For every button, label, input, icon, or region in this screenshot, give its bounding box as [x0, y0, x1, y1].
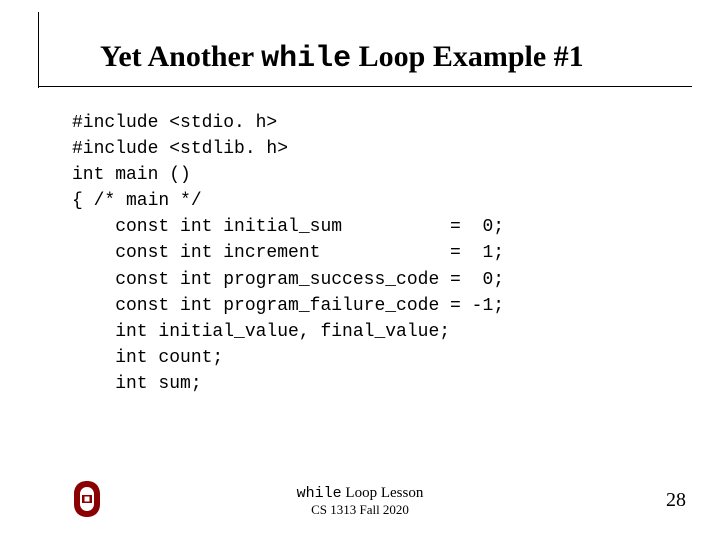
code-line: int sum;	[72, 374, 202, 394]
footer-course: CS 1313 Fall 2020	[297, 502, 424, 518]
page-title: Yet Another while Loop Example #1	[100, 40, 584, 76]
footer: while Loop Lesson CS 1313 Fall 2020	[0, 485, 720, 518]
code-line: const int program_failure_code = -1;	[72, 296, 504, 316]
code-line: { /* main */	[72, 191, 202, 211]
footer-lesson-mono: while	[297, 485, 342, 502]
title-pre: Yet Another	[100, 40, 261, 73]
code-line: int initial_value, final_value;	[72, 322, 450, 342]
title-post: Loop Example #1	[351, 40, 584, 73]
page-number: 28	[666, 489, 686, 512]
code-line: const int program_success_code = 0;	[72, 270, 504, 290]
footer-center: while Loop Lesson CS 1313 Fall 2020	[297, 485, 424, 518]
title-rule-horizontal	[38, 86, 692, 87]
title-rule-vertical	[38, 12, 39, 88]
footer-lesson-post: Loop Lesson	[342, 485, 424, 501]
code-block: #include <stdio. h> #include <stdlib. h>…	[72, 110, 504, 397]
code-line: #include <stdio. h>	[72, 113, 277, 133]
code-line: const int increment = 1;	[72, 243, 504, 263]
code-line: #include <stdlib. h>	[72, 139, 288, 159]
title-mono: while	[261, 42, 351, 76]
code-line: int main ()	[72, 165, 191, 185]
code-line: int count;	[72, 348, 223, 368]
code-line: const int initial_sum = 0;	[72, 217, 504, 237]
footer-lesson: while Loop Lesson	[297, 485, 424, 502]
